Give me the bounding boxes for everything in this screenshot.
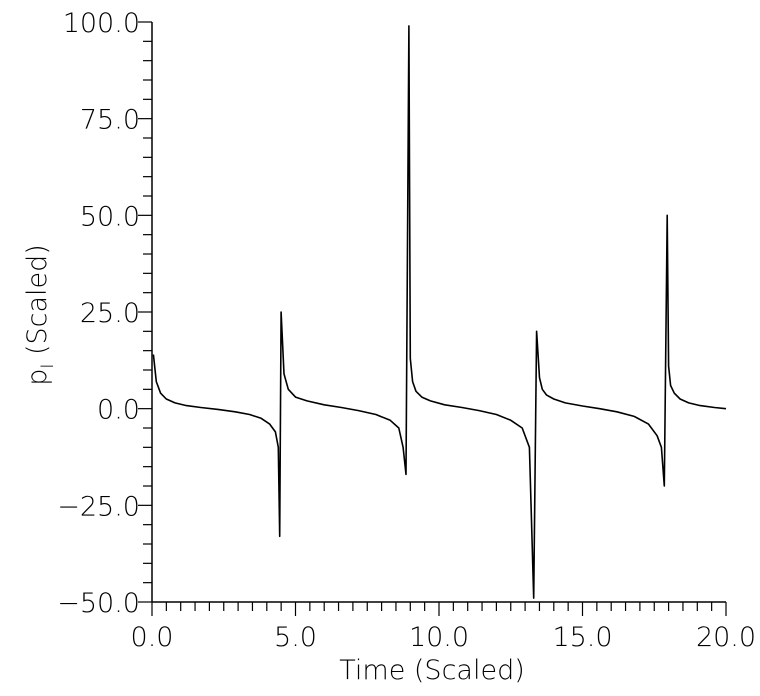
y-axis-title-main: p <box>22 369 53 386</box>
x-tick-label: 0.0 <box>131 622 174 653</box>
y-tick-label: 25.0 <box>80 298 140 329</box>
y-axis-title-rest: (Scaled) <box>22 244 53 363</box>
y-tick-label: 0.0 <box>97 395 140 426</box>
ticks <box>138 21 727 616</box>
x-tick-label: 15.0 <box>552 622 612 653</box>
x-axis-title: Time (Scaled) <box>339 655 525 686</box>
y-tick-label: 100.0 <box>63 8 140 39</box>
series <box>152 25 727 599</box>
y-tick-label: −50.0 <box>57 588 140 619</box>
x-tick-label: 10.0 <box>409 622 469 653</box>
tick-labels: 0.0 5.0 10.0 15.0 20.0 −50.0 −25.0 0.0 25.0 50.0 7… <box>57 8 756 653</box>
y-tick-label: 50.0 <box>80 201 140 232</box>
axes <box>151 22 726 603</box>
x-tick-label: 20.0 <box>696 622 756 653</box>
y-axis-title: pI (Scaled) <box>22 244 58 386</box>
y-axis-title-subscript: I <box>38 364 58 369</box>
y-tick-label: 75.0 <box>80 105 140 136</box>
y-tick-label: −25.0 <box>57 491 140 522</box>
series-line <box>152 25 727 599</box>
x-tick-label: 5.0 <box>274 622 317 653</box>
